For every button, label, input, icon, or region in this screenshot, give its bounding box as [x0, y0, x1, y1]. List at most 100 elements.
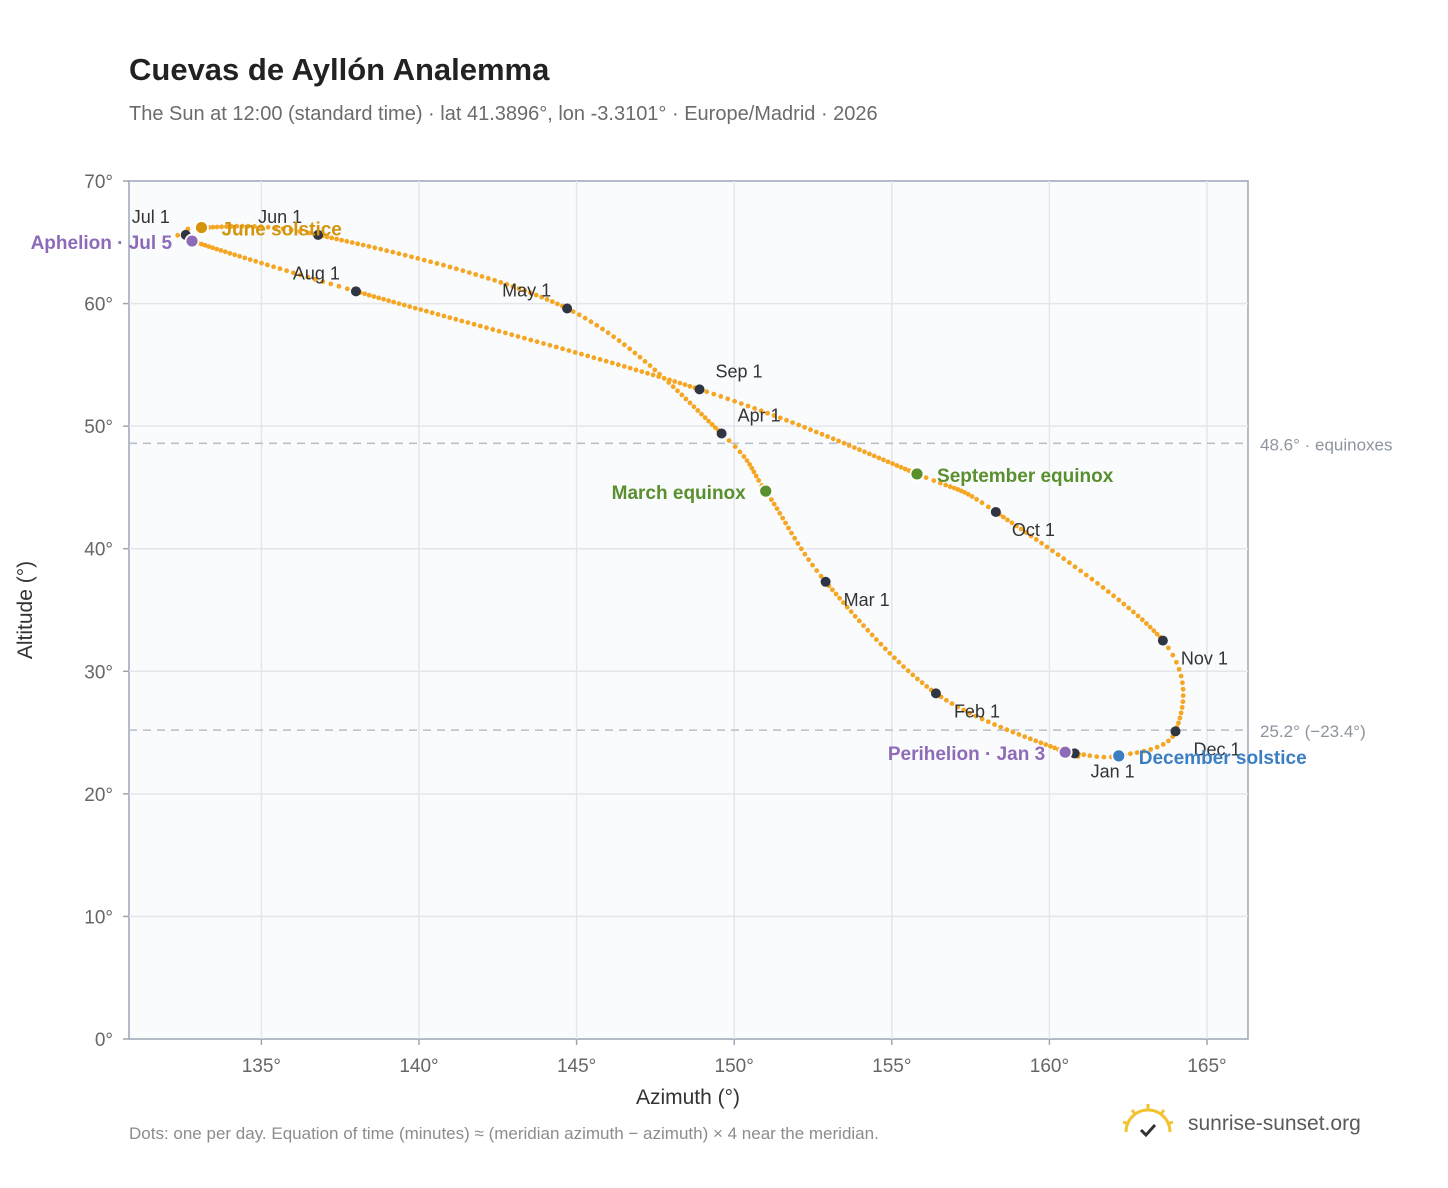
- daily-dot: [894, 463, 899, 468]
- daily-dot: [577, 312, 582, 317]
- daily-dot: [459, 319, 464, 324]
- daily-dot: [1161, 742, 1166, 747]
- daily-dot: [428, 259, 433, 264]
- daily-dot: [573, 350, 578, 355]
- daily-dot: [362, 291, 367, 296]
- daily-dot: [865, 628, 870, 633]
- brand[interactable]: sunrise-sunset.org: [1120, 1102, 1361, 1146]
- daily-dot: [344, 239, 349, 244]
- daily-dot: [831, 436, 836, 441]
- daily-dot: [867, 452, 872, 457]
- month-label: Apr 1: [738, 405, 781, 425]
- event-label: Aphelion · Jul 5: [31, 233, 173, 254]
- month-label: Feb 1: [954, 701, 1000, 721]
- sunrise-checkmark-icon: [1120, 1102, 1176, 1146]
- daily-dot: [628, 366, 633, 371]
- daily-dot: [1178, 716, 1183, 721]
- daily-dot: [554, 345, 559, 350]
- daily-dot: [522, 336, 527, 341]
- daily-dot: [1052, 746, 1057, 751]
- month-label: Mar 1: [844, 590, 890, 610]
- x-tick-label: 160°: [1030, 1056, 1069, 1077]
- daily-dot: [692, 404, 697, 409]
- daily-dot: [808, 427, 813, 432]
- daily-dot: [718, 394, 723, 399]
- daily-dot: [376, 296, 381, 301]
- daily-dot: [403, 253, 408, 258]
- daily-dot: [509, 332, 514, 337]
- daily-dot: [662, 376, 667, 381]
- daily-dot: [1131, 610, 1136, 615]
- daily-dot: [887, 651, 892, 656]
- daily-dot: [585, 354, 590, 359]
- daily-dot: [853, 614, 858, 619]
- daily-dot: [672, 379, 677, 384]
- daily-dot: [703, 415, 708, 420]
- y-tick-label: 70°: [84, 172, 113, 193]
- daily-dot: [847, 443, 852, 448]
- month-label: Oct 1: [1012, 520, 1055, 540]
- daily-dot: [622, 364, 627, 369]
- daily-dot: [910, 673, 915, 678]
- y-tick-label: 40°: [84, 540, 113, 561]
- daily-dot: [992, 722, 997, 727]
- daily-dot: [783, 521, 788, 526]
- y-tick-label: 10°: [84, 907, 113, 928]
- daily-dot: [1022, 734, 1027, 739]
- daily-dot: [1116, 598, 1121, 603]
- daily-dot: [639, 369, 644, 374]
- daily-dot: [413, 306, 418, 311]
- daily-dot: [862, 449, 867, 454]
- daily-dot: [579, 352, 584, 357]
- daily-dot: [772, 502, 777, 507]
- y-axis-ticks: 0°10°20°30°40°50°60°70°: [84, 172, 129, 1051]
- daily-dot: [1045, 545, 1050, 550]
- event-marker: [195, 221, 208, 234]
- daily-dot: [1179, 711, 1184, 716]
- daily-dot: [1140, 617, 1145, 622]
- daily-dot: [1174, 660, 1179, 665]
- daily-dot: [786, 526, 791, 531]
- reference-line-label: 48.6° · equinoxes: [1260, 435, 1393, 454]
- daily-dot: [367, 293, 372, 298]
- daily-dot: [610, 361, 615, 366]
- daily-dot: [1005, 727, 1010, 732]
- daily-dot: [931, 478, 936, 483]
- daily-dot: [567, 348, 572, 353]
- daily-dot: [814, 568, 819, 573]
- daily-dot: [548, 343, 553, 348]
- daily-dot: [1005, 518, 1010, 523]
- daily-dot: [381, 297, 386, 302]
- daily-dot: [1180, 680, 1185, 685]
- daily-dot: [906, 668, 911, 673]
- daily-dot: [780, 516, 785, 521]
- daily-dot: [175, 233, 180, 238]
- daily-dot: [594, 323, 599, 328]
- x-axis-label: Azimuth (°): [636, 1086, 740, 1109]
- daily-dot: [560, 346, 565, 351]
- daily-dot: [611, 334, 616, 339]
- daily-dot: [825, 434, 830, 439]
- daily-dot: [704, 389, 709, 394]
- daily-dot: [710, 422, 715, 427]
- daily-dot: [228, 251, 233, 256]
- daily-dot: [986, 505, 991, 510]
- y-axis-label: Altitude (°): [14, 561, 37, 659]
- daily-dot: [890, 461, 895, 466]
- daily-dot: [1144, 621, 1149, 626]
- daily-dot: [237, 254, 242, 259]
- daily-dot: [1148, 625, 1153, 630]
- daily-dot: [1176, 721, 1181, 726]
- x-axis-ticks: 135° 140° 145° 150° 155° 160° 165°: [242, 1039, 1227, 1077]
- daily-dot: [473, 272, 478, 277]
- brand-name: sunrise-sunset.org: [1188, 1112, 1361, 1136]
- daily-dot: [789, 531, 794, 536]
- daily-dot: [271, 264, 276, 269]
- daily-dot: [874, 637, 879, 642]
- daily-dot: [1084, 573, 1089, 578]
- daily-dot: [1073, 564, 1078, 569]
- daily-dot: [589, 319, 594, 324]
- daily-dot: [1181, 699, 1186, 704]
- x-tick-label: 150°: [715, 1056, 754, 1077]
- daily-dot: [970, 494, 975, 499]
